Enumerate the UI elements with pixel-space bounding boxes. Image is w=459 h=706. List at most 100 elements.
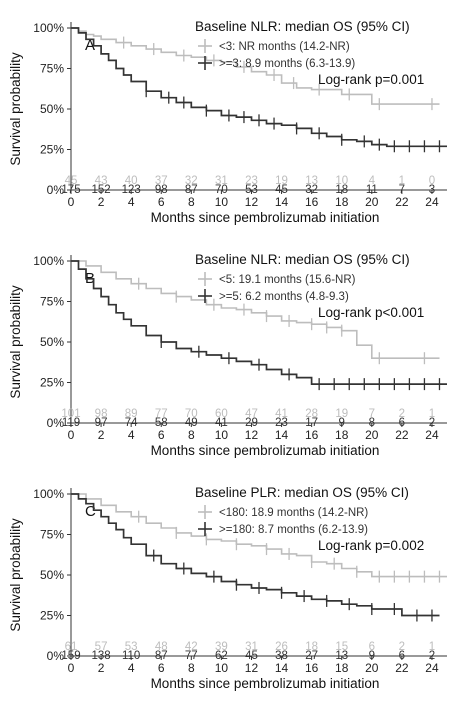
at-risk-count: 87 — [185, 184, 198, 196]
at-risk-count: 32 — [185, 175, 198, 187]
at-risk-count: 15 — [335, 641, 348, 653]
y-tick-label: 75% — [40, 295, 64, 309]
x-tick-label: 0 — [68, 195, 75, 209]
at-risk-count: 13 — [335, 650, 348, 662]
y-tick-label: 100% — [33, 21, 64, 35]
at-risk-count: 31 — [245, 641, 258, 653]
at-risk-count: 98 — [95, 408, 108, 420]
y-axis-title: Survival probability — [8, 52, 23, 166]
at-risk-count: 74 — [125, 417, 138, 429]
at-risk-count: 101 — [61, 408, 80, 420]
panel-label: C — [85, 503, 96, 520]
at-risk-count: 57 — [95, 641, 108, 653]
legend-entry: >=5: 6.2 months (4.8-9.3) — [219, 291, 349, 303]
survival-curve — [71, 27, 440, 105]
x-tick-label: 0 — [68, 428, 75, 442]
at-risk-count: 19 — [275, 175, 288, 187]
at-risk-count: 23 — [245, 175, 258, 187]
at-risk-count: 2 — [399, 641, 405, 653]
x-tick-label: 20 — [365, 661, 379, 675]
y-tick-label: 75% — [40, 62, 64, 76]
y-tick-label: 75% — [40, 528, 64, 542]
x-tick-label: 4 — [128, 428, 135, 442]
at-risk-count: 18 — [305, 641, 318, 653]
at-risk-count: 6 — [399, 650, 405, 662]
km-panels: 0%25%50%75%100%0 2 4 6 8 10 12 14 16 18 20 22 24Mont… — [8, 19, 447, 691]
x-tick-label: 8 — [188, 661, 195, 675]
at-risk-count: 87 — [155, 650, 168, 662]
at-risk-count: 11 — [366, 184, 378, 196]
km-panel-B: 0%25%50%75%100%0 2 4 6 8 10 12 14 16 18 20 22 24Mont… — [8, 252, 447, 458]
y-tick-label: 25% — [40, 376, 64, 390]
at-risk-count: 60 — [215, 408, 228, 420]
at-risk-count: 18 — [335, 184, 348, 196]
at-risk-count: 47 — [245, 408, 258, 420]
x-tick-label: 10 — [215, 428, 229, 442]
legend-title: Baseline NLR: median OS (95% CI) — [195, 19, 410, 34]
at-risk-count: 1 — [429, 408, 435, 420]
x-tick-label: 0 — [68, 661, 75, 675]
x-tick-label: 24 — [425, 428, 439, 442]
km-panel-A: 0%25%50%75%100%0 2 4 6 8 10 12 14 16 18 20 22 24Mont… — [8, 19, 447, 225]
x-tick-label: 22 — [395, 661, 409, 675]
x-tick-label: 2 — [98, 428, 105, 442]
y-tick-label: 50% — [40, 335, 64, 349]
x-tick-label: 6 — [158, 195, 165, 209]
at-risk-count: 6 — [399, 417, 405, 429]
y-axis-title: Survival probability — [8, 285, 23, 399]
at-risk-count: 70 — [215, 184, 228, 196]
y-tick-label: 0% — [47, 183, 65, 197]
at-risk-count: 17 — [305, 417, 318, 429]
at-risk-count: 97 — [95, 417, 108, 429]
x-tick-label: 24 — [425, 661, 439, 675]
at-risk-count: 2 — [429, 650, 435, 662]
at-risk-count: 53 — [125, 641, 138, 653]
at-risk-count: 26 — [275, 641, 288, 653]
at-risk-count: 9 — [369, 650, 375, 662]
legend-entry: <3: NR months (14.2-NR) — [219, 41, 350, 53]
at-risk-count: 8 — [369, 417, 375, 429]
at-risk-count: 10 — [335, 175, 348, 187]
at-risk-count: 28 — [305, 408, 318, 420]
at-risk-count: 37 — [155, 175, 168, 187]
at-risk-count: 7 — [369, 408, 375, 420]
at-risk-count: 119 — [62, 417, 80, 429]
at-risk-count: 45 — [245, 650, 258, 662]
y-tick-label: 25% — [40, 143, 64, 157]
logrank-p: Log-rank p<0.001 — [318, 305, 424, 320]
legend-entry: >=3: 8.9 months (6.3-13.9) — [219, 58, 355, 70]
x-tick-label: 8 — [188, 195, 195, 209]
y-tick-label: 0% — [47, 416, 65, 430]
at-risk-count: 77 — [155, 408, 168, 420]
logrank-p: Log-rank p=0.002 — [318, 538, 424, 553]
x-tick-label: 22 — [395, 428, 409, 442]
at-risk-count: 40 — [125, 175, 138, 187]
x-tick-label: 20 — [365, 195, 379, 209]
at-risk-count: 1 — [429, 641, 435, 653]
legend-entry: <180: 18.9 months (14.2-NR) — [219, 507, 368, 519]
y-axis-title: Survival probability — [8, 518, 23, 632]
at-risk-count: 58 — [155, 417, 168, 429]
survival-curve — [71, 260, 440, 359]
x-tick-label: 12 — [245, 195, 259, 209]
logrank-p: Log-rank p=0.001 — [318, 72, 424, 87]
x-tick-label: 4 — [128, 195, 135, 209]
x-tick-label: 14 — [275, 195, 289, 209]
legend-title: Baseline NLR: median OS (95% CI) — [195, 252, 410, 267]
at-risk-count: 41 — [215, 417, 228, 429]
at-risk-count: 138 — [91, 650, 110, 662]
y-tick-label: 25% — [40, 609, 64, 623]
x-tick-label: 18 — [335, 428, 349, 442]
at-risk-count: 1 — [399, 175, 405, 187]
at-risk-count: 77 — [185, 650, 198, 662]
x-tick-label: 6 — [158, 428, 165, 442]
at-risk-count: 7 — [399, 184, 405, 196]
y-tick-label: 50% — [40, 568, 64, 582]
at-risk-count: 175 — [61, 184, 80, 196]
at-risk-count: 70 — [185, 408, 198, 420]
at-risk-count: 49 — [185, 417, 198, 429]
at-risk-count: 98 — [155, 184, 168, 196]
at-risk-count: 9 — [339, 417, 345, 429]
legend-entry: <5: 19.1 months (15.6-NR) — [219, 274, 356, 286]
x-tick-label: 10 — [215, 195, 229, 209]
